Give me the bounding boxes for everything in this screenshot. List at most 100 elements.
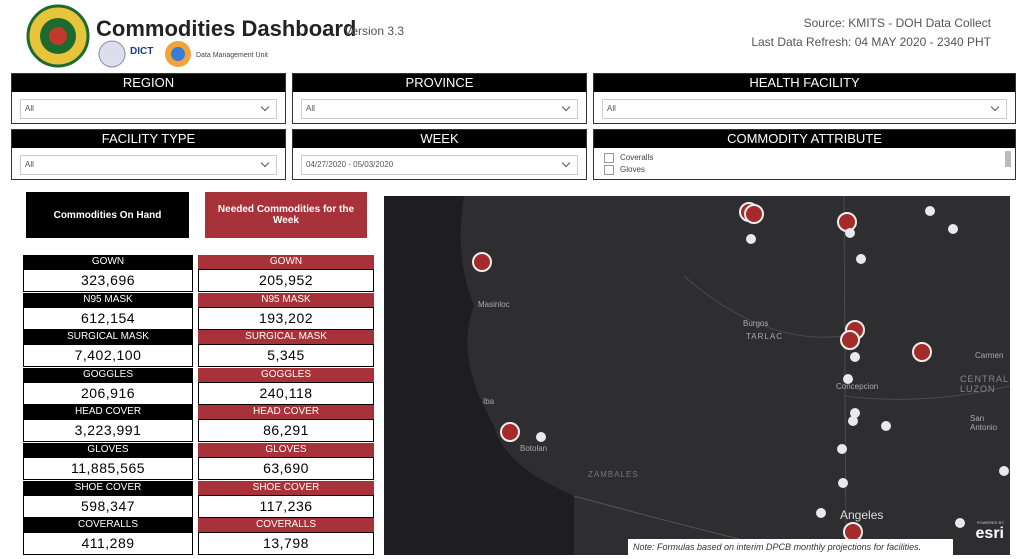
facility-marker[interactable] <box>848 416 858 426</box>
commodity-name: HEAD COVER <box>198 405 374 420</box>
commodity-name: GOWN <box>198 255 374 269</box>
commodity-value: 117,236 <box>198 494 374 518</box>
facility-marker[interactable] <box>925 206 935 216</box>
facility-marker[interactable] <box>948 224 958 234</box>
facility-marker[interactable] <box>912 342 932 362</box>
filter-label: FACILITY TYPE <box>12 130 285 148</box>
facility-marker[interactable] <box>744 204 764 224</box>
facility-marker[interactable] <box>850 352 860 362</box>
title: Commodities Dashboard <box>96 16 357 41</box>
checkbox-option[interactable]: Gloves <box>604 164 645 175</box>
partner-logos <box>98 40 191 68</box>
commodity-value: 3,223,991 <box>23 419 193 443</box>
filter-label: COMMODITY ATTRIBUTE <box>594 130 1015 148</box>
commodity-name: GOGGLES <box>23 367 193 382</box>
commodity-value: 7,402,100 <box>23 344 193 368</box>
facility-marker[interactable] <box>746 234 756 244</box>
commodity-value: 193,202 <box>198 306 374 330</box>
commodity-value: 63,690 <box>198 457 374 480</box>
facility-marker[interactable] <box>881 421 891 431</box>
map-label: Angeles <box>840 508 884 522</box>
facility-marker[interactable] <box>999 466 1009 476</box>
dropdown[interactable]: All <box>20 155 277 175</box>
powered-by: POWERED BY <box>976 520 1004 525</box>
commodity-value: 86,291 <box>198 419 374 443</box>
commodity-name: N95 MASK <box>198 292 374 307</box>
filter-label: WEEK <box>293 130 586 148</box>
facility-marker[interactable] <box>850 408 860 418</box>
commodity-attribute: COMMODITY ATTRIBUTE Coveralls Gloves <box>593 129 1016 180</box>
checkbox[interactable] <box>604 164 614 175</box>
commodity-value: 11,885,565 <box>23 457 193 480</box>
commodity-value: 323,696 <box>23 269 193 292</box>
filter: HEALTH FACILITY All <box>593 73 1016 124</box>
facility-marker[interactable] <box>856 254 866 264</box>
facility-marker[interactable] <box>843 374 853 384</box>
map-label: ZAMBALES <box>588 470 639 479</box>
commodity-name: SURGICAL MASK <box>198 330 374 345</box>
commodity-name: GLOVES <box>198 443 374 457</box>
map-label: Concepcion <box>836 382 879 391</box>
scrollbar[interactable] <box>1005 151 1011 167</box>
commodity-name: N95 MASK <box>23 292 193 307</box>
option-label: Coveralls <box>620 153 654 162</box>
map-label: Masinloc <box>478 300 510 309</box>
commodity-value: 13,798 <box>198 532 374 556</box>
facility-marker[interactable] <box>845 228 855 238</box>
filter: FACILITY TYPE All <box>11 129 286 180</box>
commodity-name: GOGGLES <box>198 367 374 382</box>
filter: REGION All <box>11 73 286 124</box>
map-label: San Antonio <box>970 414 998 432</box>
map-label: Burgos <box>743 319 769 328</box>
needed-button[interactable]: Needed Commodities for the Week <box>205 192 367 238</box>
refresh: Last Data Refresh: 04 MAY 2020 - 2340 PH… <box>751 35 991 49</box>
on-hand-button[interactable]: Commodities On Hand <box>26 192 189 238</box>
commodity-name: HEAD COVER <box>23 405 193 420</box>
commodity-value: 240,118 <box>198 381 374 405</box>
dropdown[interactable]: All <box>602 99 1007 119</box>
commodity-name: GLOVES <box>23 443 193 457</box>
source: Source: KMITS - DOH Data Collect <box>803 16 991 30</box>
map: Masinloc Burgos TARLAC Concepcion Iba Bo… <box>384 196 1010 555</box>
commodity-value: 411,289 <box>23 532 193 556</box>
dict-logo: DICT <box>130 46 154 57</box>
commodity-name: GOWN <box>23 255 193 269</box>
commodity-value: 205,952 <box>198 269 374 292</box>
facility-marker[interactable] <box>838 478 848 488</box>
commodity-value: 206,916 <box>23 381 193 405</box>
option-label: Gloves <box>620 165 645 174</box>
dropdown[interactable]: 04/27/2020 - 05/03/2020 <box>301 155 578 175</box>
note: Note: Formulas based on interim DPCB mon… <box>628 539 953 555</box>
map-label: Iba <box>483 397 495 406</box>
commodity-name: SHOE COVER <box>198 480 374 495</box>
commodity-value: 612,154 <box>23 306 193 330</box>
map-terrain <box>384 196 1010 555</box>
commodity-value: 5,345 <box>198 344 374 368</box>
filter-label: HEALTH FACILITY <box>594 74 1015 92</box>
esri-logo: esri <box>975 525 1004 542</box>
doh-logo <box>26 4 90 68</box>
map-label: CENTRAL LUZON <box>960 374 1009 394</box>
unit: Data Management Unit <box>196 52 268 59</box>
commodity-name: COVERALLS <box>23 518 193 533</box>
checkbox[interactable] <box>604 152 614 163</box>
filter: PROVINCE All <box>292 73 587 124</box>
dropdown[interactable]: All <box>20 99 277 119</box>
filter: WEEK 04/27/2020 - 05/03/2020 <box>292 129 587 180</box>
facility-marker[interactable] <box>536 432 546 442</box>
map-label: TARLAC <box>746 332 783 341</box>
facility-marker[interactable] <box>837 444 847 454</box>
filter-label: PROVINCE <box>293 74 586 92</box>
facility-marker[interactable] <box>472 252 492 272</box>
facility-marker[interactable] <box>816 508 826 518</box>
commodity-name: SURGICAL MASK <box>23 330 193 345</box>
facility-marker[interactable] <box>840 330 860 350</box>
dropdown[interactable]: All <box>301 99 578 119</box>
filter-label: REGION <box>12 74 285 92</box>
facility-marker[interactable] <box>955 518 965 528</box>
version: Version 3.3 <box>344 24 405 38</box>
checkbox-option[interactable]: Coveralls <box>604 152 653 163</box>
map-label: Carmen <box>975 351 1004 360</box>
facility-marker[interactable] <box>500 422 520 442</box>
